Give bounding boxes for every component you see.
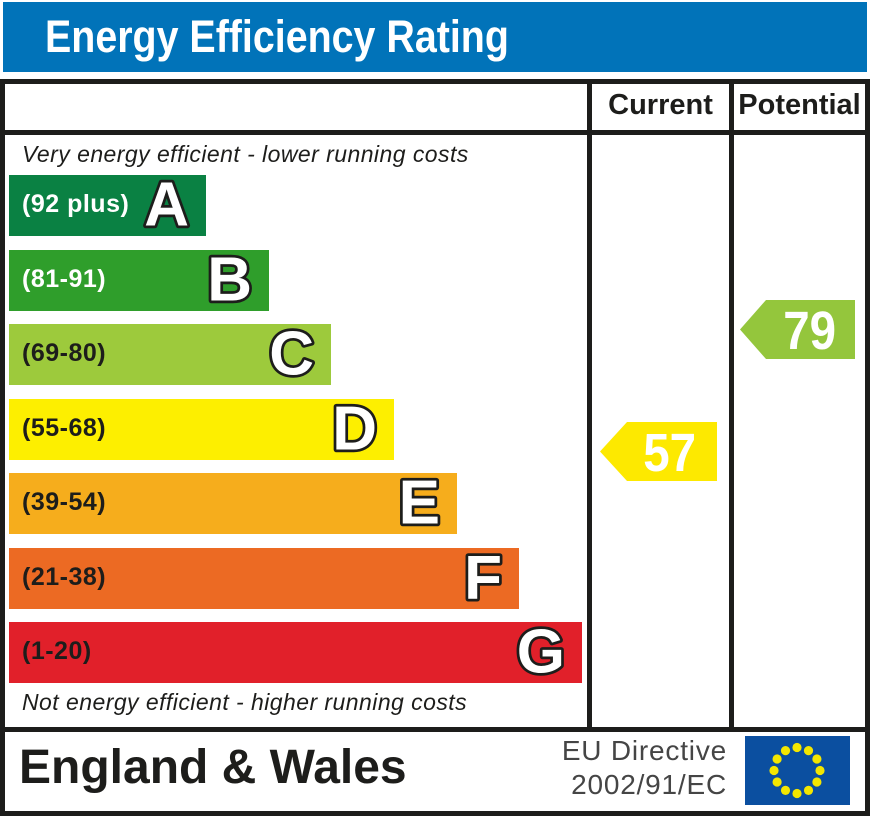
- svg-text:G: G: [517, 622, 565, 683]
- svg-text:D: D: [332, 399, 377, 460]
- svg-text:E: E: [399, 473, 440, 534]
- svg-text:C: C: [269, 324, 314, 385]
- svg-text:F: F: [464, 548, 502, 609]
- svg-text:B: B: [207, 250, 252, 311]
- svg-text:A: A: [144, 175, 189, 236]
